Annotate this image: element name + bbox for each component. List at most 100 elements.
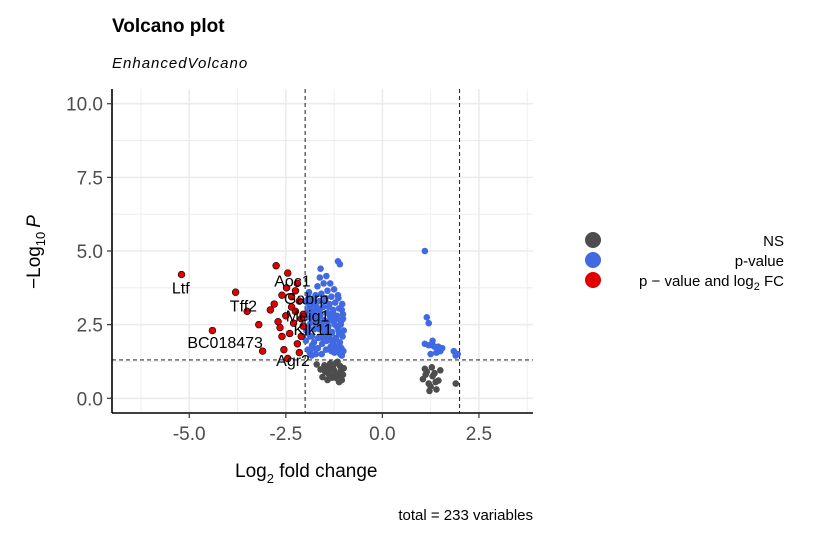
data-point — [302, 337, 310, 345]
data-point — [338, 300, 346, 308]
data-point — [426, 387, 433, 395]
data-point — [320, 280, 327, 287]
data-point — [319, 373, 326, 381]
data-point — [270, 300, 278, 308]
data-point — [313, 361, 321, 368]
cutoff-lines — [112, 89, 533, 413]
data-point — [278, 291, 286, 299]
data-point — [429, 337, 436, 345]
data-point — [330, 306, 337, 314]
data-point — [329, 363, 337, 370]
x-axis-label-sub: 2 — [267, 471, 274, 486]
data-point — [318, 290, 325, 298]
chart-subtitle: EnhancedVolcano — [112, 55, 248, 72]
data-point — [291, 287, 300, 295]
data-point — [299, 322, 307, 330]
data-point — [428, 364, 436, 371]
tick-labels: -5.0 -2.5 0.0 2.5 0.0 2.5 5.0 7.5 10.0 — [66, 95, 492, 445]
data-point — [308, 352, 315, 359]
data-point — [437, 366, 444, 374]
data-point — [438, 344, 446, 352]
x-tick-label: -2.5 — [269, 424, 302, 445]
data-point — [431, 369, 438, 377]
data-point — [284, 269, 292, 277]
legend-key-pvalue-fc — [585, 272, 601, 288]
y-tick-label: 7.5 — [77, 168, 103, 189]
x-axis-label-rest: fold change — [274, 461, 378, 482]
y-axis-label-prefix: −Log — [24, 246, 45, 289]
legend-label-pvalue: p-value — [735, 253, 784, 270]
legend-key-pvalue — [585, 252, 601, 268]
legend-label-pvalue-fc-sub: 2 — [754, 281, 760, 293]
data-point — [316, 274, 324, 281]
data-point — [312, 291, 319, 299]
data-point — [422, 371, 429, 379]
data-point — [320, 336, 327, 343]
legend-label-pvalue-fc-main: p − value and log — [639, 273, 754, 290]
data-point — [326, 300, 333, 308]
data-point — [331, 321, 339, 328]
point-label: Agr2 — [276, 353, 310, 370]
data-point — [285, 329, 294, 338]
data-point — [336, 260, 344, 268]
data-point — [335, 330, 343, 337]
data-point — [323, 272, 330, 280]
data-point — [208, 326, 217, 335]
data-point — [316, 306, 324, 314]
data-point — [278, 332, 286, 341]
data-point — [334, 291, 342, 299]
data-point — [312, 324, 320, 331]
data-point — [432, 378, 439, 386]
data-point — [282, 312, 290, 320]
data-point — [333, 344, 340, 352]
data-point — [324, 376, 331, 384]
data-point — [433, 386, 440, 393]
data-point — [284, 354, 292, 363]
data-point — [421, 365, 429, 373]
y-tick-label: 5.0 — [77, 242, 103, 263]
point-label: Ltf — [172, 281, 190, 298]
data-point — [295, 297, 304, 305]
data-point — [339, 315, 347, 323]
data-point — [421, 247, 429, 255]
data-point — [454, 350, 461, 358]
data-point — [338, 306, 346, 314]
data-point — [433, 349, 440, 356]
data-point — [423, 313, 431, 321]
data-point — [309, 309, 317, 317]
data-point — [295, 348, 304, 357]
point-label: BC018473 — [187, 335, 263, 352]
data-point — [297, 332, 305, 341]
x-tick-label: 2.5 — [466, 424, 492, 445]
y-tick-label: 0.0 — [77, 389, 103, 410]
data-point — [316, 297, 323, 305]
data-point — [305, 288, 313, 296]
data-point — [323, 309, 331, 317]
point-label: Klk11 — [294, 322, 333, 339]
data-point — [266, 306, 275, 314]
chart-title: Volcano plot — [112, 16, 225, 37]
data-point — [302, 297, 309, 305]
data-point — [427, 350, 434, 358]
data-point — [329, 339, 336, 346]
data-point — [321, 368, 329, 376]
data-point — [297, 315, 305, 323]
data-points — [177, 247, 461, 395]
data-point — [321, 361, 328, 369]
data-point — [330, 285, 338, 293]
legend-key-ns — [585, 232, 601, 248]
y-tick-label: 2.5 — [77, 316, 103, 337]
data-point — [314, 344, 322, 352]
data-point — [258, 347, 267, 355]
data-point — [293, 279, 302, 288]
data-point — [291, 307, 300, 316]
data-point — [333, 374, 341, 382]
data-point — [452, 380, 460, 387]
data-point — [321, 327, 329, 334]
data-point — [331, 312, 339, 320]
y-tick-label: 10.0 — [66, 95, 103, 116]
data-point — [289, 319, 298, 327]
x-axis-label-main: Log — [235, 461, 267, 482]
data-point — [425, 380, 433, 387]
